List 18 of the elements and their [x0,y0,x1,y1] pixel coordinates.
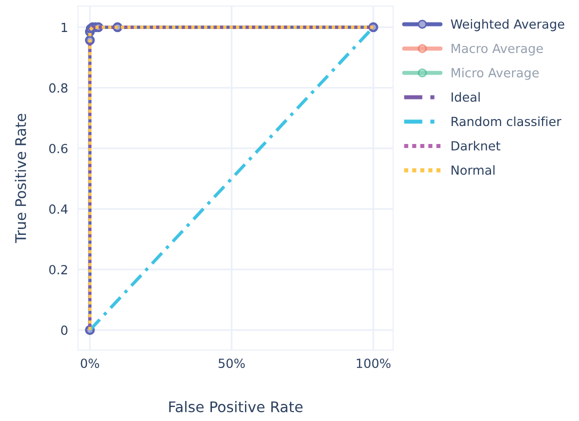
y-tick-label: 0.2 [49,264,68,274]
x-tick-label: 100% [356,358,390,368]
legend-label: Micro Average [452,68,539,80]
y-tick-label: 0 [61,326,68,335]
x-tick-label: 50% [218,358,245,368]
x-axis-title: False Positive Rate [169,401,303,412]
y-tick-label: 0.4 [49,204,68,214]
legend-label: Random classifier [452,116,562,126]
y-tick-label: 0.8 [49,83,68,93]
legend-label: Macro Average [452,44,543,56]
y-axis-title: True Positive Rate [14,114,26,243]
legend-label: Darknet [452,140,500,151]
x-tick-label: 0% [80,358,100,368]
legend-label: Weighted Average [450,19,564,32]
legend-label: Normal [452,165,494,175]
y-tick-label: 1 [62,22,68,32]
legend-label: Ideal [452,92,480,102]
y-tick-label: 0.6 [49,144,68,154]
